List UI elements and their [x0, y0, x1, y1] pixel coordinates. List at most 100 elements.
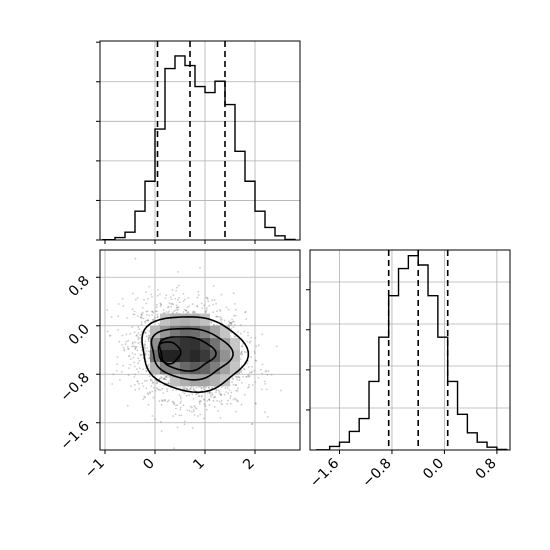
scatter-point — [106, 309, 109, 311]
scatter-point — [208, 399, 211, 401]
scatter-point — [198, 402, 201, 405]
density-cell — [160, 313, 170, 326]
scatter-point — [145, 387, 148, 390]
scatter-point — [144, 396, 146, 399]
scatter-point — [122, 364, 124, 367]
scatter-point — [171, 302, 174, 305]
scatter-point — [160, 303, 163, 306]
scatter-point — [177, 284, 180, 287]
scatter-point — [137, 362, 139, 364]
scatter-point — [215, 391, 217, 394]
scatter-point — [147, 319, 149, 322]
scatter-point — [128, 355, 131, 357]
histogram-var0-ticks — [96, 41, 256, 244]
scatter-point — [238, 379, 241, 382]
scatter-point — [237, 387, 239, 390]
scatter-point — [255, 359, 257, 362]
scatter-point — [240, 369, 243, 372]
scatter-point — [201, 394, 203, 397]
density-cell — [170, 313, 180, 326]
scatter-point — [186, 387, 188, 390]
scatter-point — [248, 375, 251, 377]
density-cell — [160, 325, 170, 338]
scatter-point — [183, 308, 186, 311]
scatter-point — [133, 365, 136, 368]
scatter-point — [131, 308, 134, 311]
scatter-point — [254, 337, 257, 339]
scatter-point — [143, 395, 146, 398]
scatter-point — [232, 383, 235, 386]
scatter-point — [251, 423, 254, 425]
scatter-point — [149, 392, 152, 394]
scatter-point — [176, 299, 179, 301]
scatter-point — [211, 299, 214, 302]
scatter-point — [275, 345, 278, 348]
scatter-point — [160, 303, 163, 306]
density-cell — [170, 350, 180, 363]
scatter-point — [178, 414, 181, 417]
scatter-point — [137, 336, 140, 339]
scatter-point — [212, 303, 215, 306]
scatter-point — [185, 394, 188, 397]
scatter-point — [264, 383, 267, 385]
scatter-point — [265, 388, 268, 391]
scatter-point — [148, 314, 151, 317]
scatter-point — [220, 393, 223, 396]
scatter-point — [182, 292, 185, 295]
scatter-point — [173, 310, 175, 313]
scatter-point — [236, 389, 239, 392]
scatter-point — [245, 351, 248, 354]
scatter-point — [206, 392, 209, 394]
density-cell — [160, 337, 170, 350]
scatter-point — [246, 376, 248, 378]
scatter-point — [203, 417, 205, 420]
scatter-point — [139, 353, 142, 356]
scatter-point — [235, 308, 237, 311]
scatter-point — [195, 393, 198, 395]
scatter-point — [182, 404, 185, 407]
scatter-point — [174, 297, 177, 300]
scatter-point — [140, 321, 143, 323]
scatter-point — [139, 341, 142, 344]
scatter-point — [229, 402, 232, 405]
scatter-point — [176, 404, 179, 406]
scatter-point — [247, 374, 250, 377]
scatter-point — [156, 381, 159, 384]
scatter-point — [208, 398, 211, 401]
scatter-point — [158, 388, 160, 391]
scatter-point — [216, 310, 218, 313]
scatter-point — [211, 392, 214, 395]
scatter-point — [197, 386, 200, 388]
scatter-point — [210, 321, 213, 323]
scatter-point — [221, 386, 223, 388]
scatter-point — [137, 332, 140, 334]
scatter-point — [166, 374, 168, 376]
scatter-point — [171, 389, 174, 392]
scatter-point — [142, 317, 145, 320]
scatter-point — [156, 313, 159, 316]
scatter-point — [228, 389, 231, 391]
scatter-point — [150, 293, 153, 296]
scatter-point — [204, 311, 207, 313]
density-cell — [150, 350, 160, 363]
histogram-var0-grid — [100, 41, 300, 240]
scatter-point — [127, 347, 130, 350]
scatter-point — [217, 389, 220, 392]
scatter-point — [175, 311, 178, 314]
scatter-point — [167, 382, 170, 385]
scatter-point — [229, 397, 232, 400]
scatter-point — [166, 388, 168, 391]
scatter-point — [134, 347, 137, 350]
scatter-point — [193, 405, 196, 408]
scatter-point — [236, 400, 239, 403]
scatter-point — [261, 372, 263, 375]
density-cell — [180, 337, 190, 350]
scatter-point — [218, 309, 221, 311]
scatter-point — [234, 375, 237, 378]
scatter-point — [141, 314, 143, 317]
scatter-point — [148, 391, 151, 393]
scatter-point — [260, 368, 262, 371]
scatter-point — [140, 316, 143, 319]
scatter-point — [151, 314, 154, 316]
scatter-point — [172, 415, 175, 417]
